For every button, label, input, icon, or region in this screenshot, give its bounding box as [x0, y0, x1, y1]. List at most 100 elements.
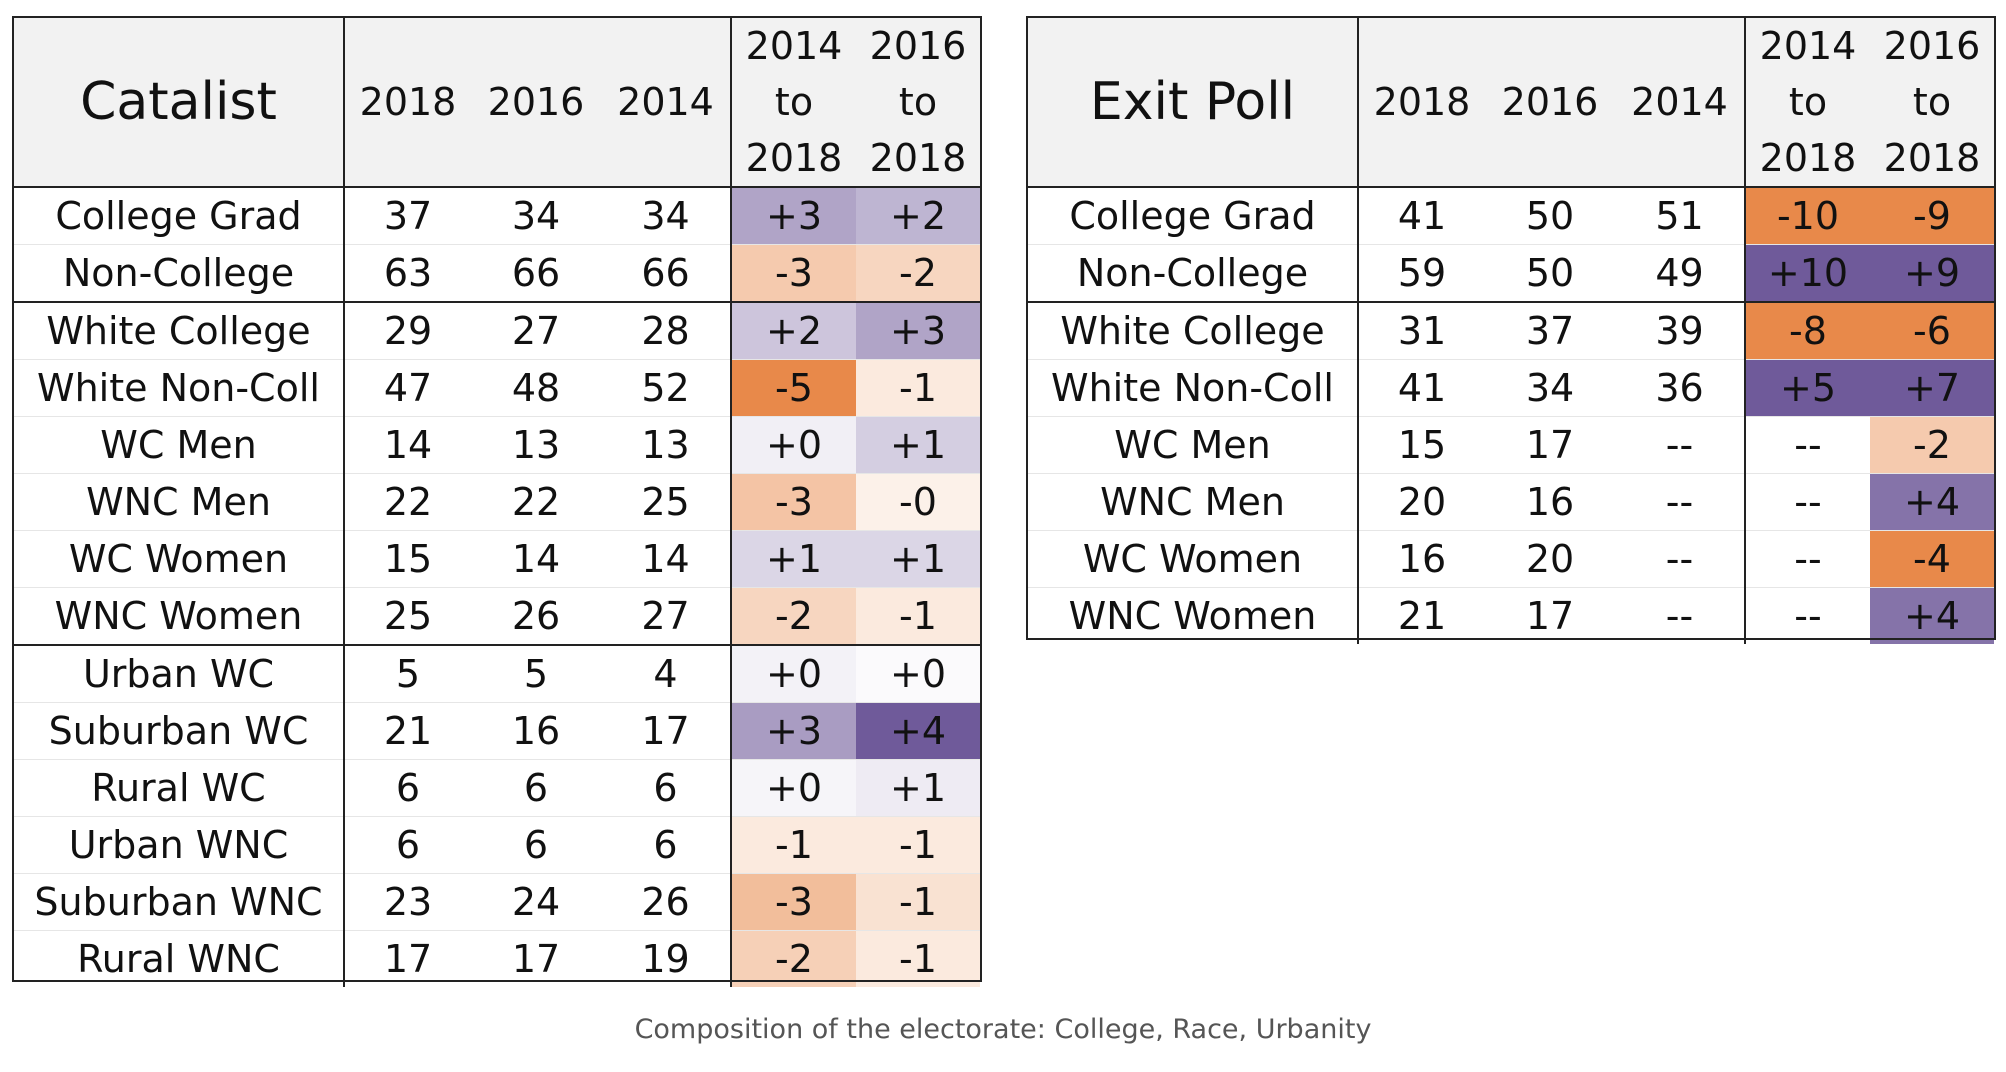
value-cell: 20	[1357, 473, 1485, 531]
value-cell: 16	[471, 702, 601, 760]
value-cell: 28	[601, 301, 731, 360]
value-cell: 14	[471, 530, 601, 588]
value-cell: 19	[601, 930, 731, 987]
value-cell: 6	[601, 759, 731, 817]
change-cell: +3	[856, 301, 980, 360]
value-cell: 15	[1357, 416, 1485, 474]
change-cell: +1	[856, 530, 980, 588]
change-cell: +0	[856, 644, 980, 703]
row-label: Non-College	[14, 244, 344, 302]
value-cell: 20	[1485, 530, 1615, 588]
value-cell: 34	[1485, 359, 1615, 417]
row-label: WC Men	[14, 416, 344, 474]
value-cell: 15	[343, 530, 471, 588]
change-cell: -1	[856, 873, 980, 931]
table-row: Non-College 63 66 66 -3 -2	[14, 244, 980, 302]
value-cell: 4	[601, 644, 731, 703]
table-row: WNC Men 22 22 25 -3 -0	[14, 473, 980, 531]
value-cell: 39	[1615, 301, 1745, 360]
change-cell: -4	[1870, 530, 1994, 588]
value-cell: 25	[343, 587, 471, 645]
table-row: WC Women 15 14 14 +1 +1	[14, 530, 980, 588]
value-cell: 49	[1615, 244, 1745, 302]
column-header-line: 2014	[1759, 24, 1857, 68]
change-cell: -2	[730, 587, 856, 645]
row-label: White College	[14, 301, 344, 360]
column-header: 2014 to 2018	[1744, 18, 1870, 187]
value-cell: 66	[601, 244, 731, 302]
table-row: Rural WNC 17 17 19 -2 -1	[14, 930, 980, 987]
column-header-line: to	[774, 80, 814, 124]
table-row: White Non-Coll 47 48 52 -5 -1	[14, 359, 980, 417]
row-label: College Grad	[14, 186, 344, 245]
value-cell: 22	[343, 473, 471, 531]
value-cell: 51	[1615, 186, 1745, 245]
value-cell: 17	[1485, 416, 1615, 474]
table-row: College Grad 41 50 51 -10 -9	[1028, 186, 1994, 245]
change-cell: +4	[856, 702, 980, 760]
change-cell: --	[1744, 530, 1870, 588]
table-row: Urban WNC 6 6 6 -1 -1	[14, 816, 980, 874]
change-cell: +4	[1870, 473, 1994, 531]
table-row: Urban WC 5 5 4 +0 +0	[14, 644, 980, 703]
change-cell: +3	[730, 186, 856, 245]
change-cell: +0	[730, 644, 856, 703]
value-cell: --	[1615, 416, 1745, 474]
table-row: Non-College 59 50 49 +10 +9	[1028, 244, 1994, 302]
value-cell: 13	[601, 416, 731, 474]
value-cell: 6	[343, 816, 471, 874]
change-cell: -10	[1744, 186, 1870, 245]
value-cell: 59	[1357, 244, 1485, 302]
value-cell: 36	[1615, 359, 1745, 417]
change-cell: --	[1744, 416, 1870, 474]
change-cell: -2	[730, 930, 856, 987]
value-cell: 21	[343, 702, 471, 760]
row-label: WNC Women	[14, 587, 344, 645]
row-label: White Non-Coll	[1028, 359, 1358, 417]
table-row: WC Women 16 20 -- -- -4	[1028, 530, 1994, 588]
change-cell: +7	[1870, 359, 1994, 417]
value-cell: 22	[471, 473, 601, 531]
change-cell: -2	[1870, 416, 1994, 474]
change-cell: +9	[1870, 244, 1994, 302]
change-cell: -9	[1870, 186, 1994, 245]
value-cell: 48	[471, 359, 601, 417]
value-cell: 6	[601, 816, 731, 874]
table-row: White Non-Coll 41 34 36 +5 +7	[1028, 359, 1994, 417]
value-cell: 31	[1357, 301, 1485, 360]
column-header: 2014	[601, 18, 731, 187]
row-label: College Grad	[1028, 186, 1358, 245]
header-row: Catalist 2018 2016 2014 2014 to 2018 2016 to 2018	[14, 18, 980, 187]
value-cell: 17	[601, 702, 731, 760]
value-cell: 5	[343, 644, 471, 703]
exit-poll-table: Exit Poll 2018 2016 2014 2014 to 2018 2016 to 201…	[1028, 18, 1994, 644]
column-header: 2014	[1615, 18, 1745, 187]
column-header-line: 2018	[869, 136, 967, 180]
value-cell: 34	[471, 186, 601, 245]
value-cell: 41	[1357, 186, 1485, 245]
value-cell: --	[1615, 530, 1745, 588]
table-row: Suburban WNC 23 24 26 -3 -1	[14, 873, 980, 931]
change-cell: -1	[856, 587, 980, 645]
value-cell: 6	[471, 759, 601, 817]
row-label: WC Women	[1028, 530, 1358, 588]
row-label: WNC Men	[1028, 473, 1358, 531]
value-cell: 17	[343, 930, 471, 987]
change-cell: +1	[856, 416, 980, 474]
column-header: 2016 to 2018	[1870, 18, 1994, 187]
header-row: Exit Poll 2018 2016 2014 2014 to 2018 2016 to 201…	[1028, 18, 1994, 187]
column-header: 2014 to 2018	[730, 18, 856, 187]
row-label: WNC Women	[1028, 587, 1358, 644]
change-cell: --	[1744, 473, 1870, 531]
value-cell: 26	[471, 587, 601, 645]
row-label: Suburban WNC	[14, 873, 344, 931]
value-cell: 63	[343, 244, 471, 302]
value-cell: 26	[601, 873, 731, 931]
table-row: Suburban WC 21 16 17 +3 +4	[14, 702, 980, 760]
row-label: WC Men	[1028, 416, 1358, 474]
column-header: 2016 to 2018	[856, 18, 980, 187]
row-label: Rural WNC	[14, 930, 344, 987]
figure-caption: Composition of the electorate: College, …	[634, 1014, 1372, 1045]
row-label: WC Women	[14, 530, 344, 588]
value-cell: 37	[1485, 301, 1615, 360]
